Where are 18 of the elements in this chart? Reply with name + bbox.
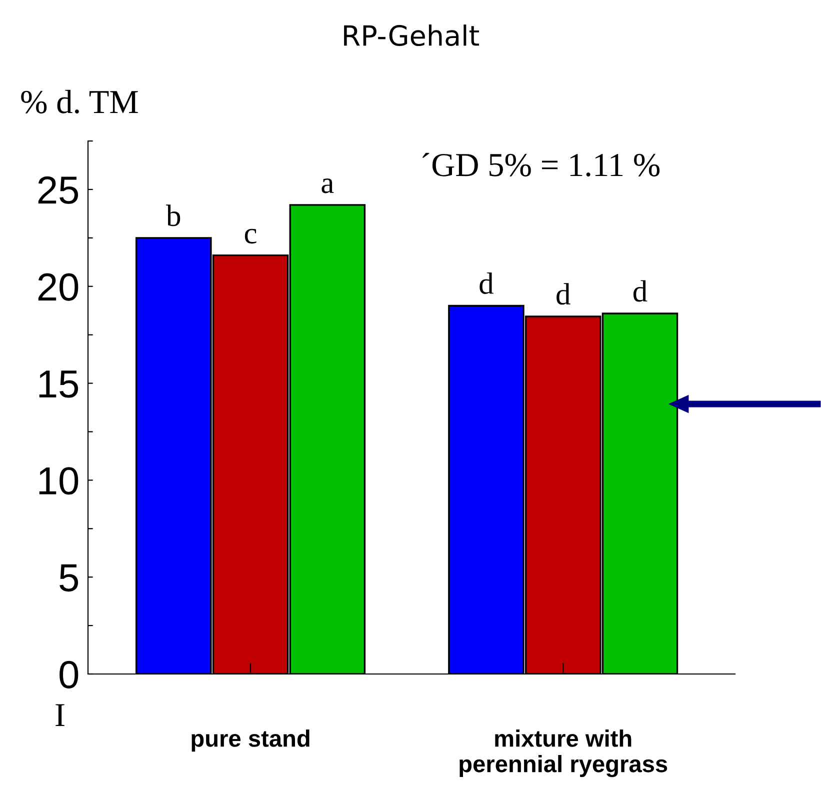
x-tick-label: pure stand	[192, 730, 310, 752]
data-label: d	[480, 272, 494, 294]
data-label: b	[166, 204, 180, 226]
data-label: a	[322, 178, 334, 194]
y-tick-label: 5	[60, 564, 78, 592]
y-tick-label: 10	[39, 467, 78, 495]
data-label: c	[244, 228, 256, 244]
y-tick-label: 25	[38, 176, 78, 204]
y-tick-label: 15	[39, 370, 78, 398]
chart-title: RP-Gehalt	[344, 24, 479, 46]
text: I	[56, 704, 64, 726]
y-tick-label: 0	[60, 660, 78, 688]
annotation: ´GD 5% = 1.11 %	[422, 152, 660, 176]
x-tick-label: mixture with perennial ryegrass	[460, 730, 668, 778]
y-tick-label: 20	[38, 273, 78, 301]
y-axis-title: % d. TM	[21, 90, 138, 114]
data-label: d	[633, 280, 648, 302]
data-label: d	[556, 283, 570, 305]
